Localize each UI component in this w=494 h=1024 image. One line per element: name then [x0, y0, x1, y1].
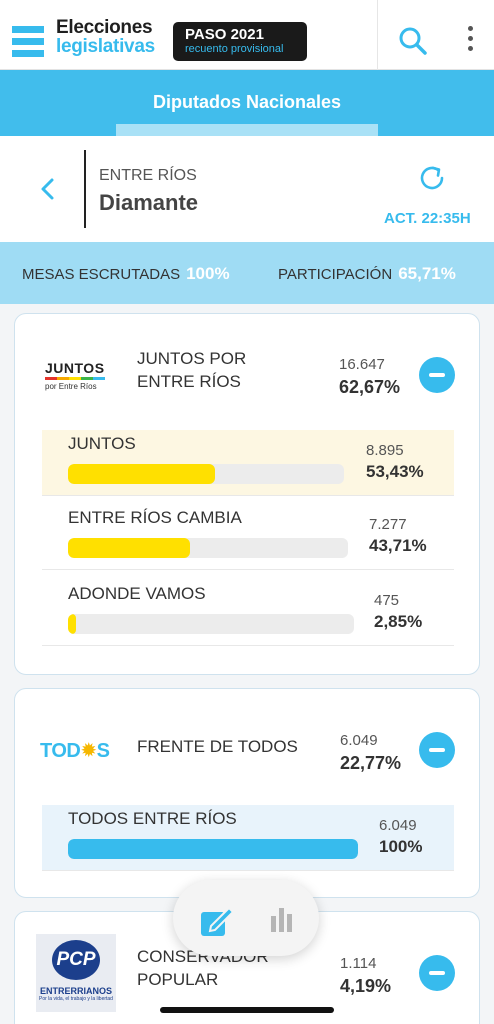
mesas-stat: MESAS ESCRUTADAS 100% [22, 264, 230, 284]
participacion-stat: PARTICIPACIÓN 65,71% [278, 264, 456, 284]
category-bar: Diputados Nacionales [0, 70, 494, 136]
list-name: ADONDE VAMOS [68, 584, 206, 603]
party-name: FRENTE DE TODOS [137, 735, 298, 758]
logo-tagline: Por la vida, el trabajo y la libertad [39, 996, 113, 1002]
location-panel: ENTRE RÍOS Diamante ACT. 22:35H [0, 136, 494, 242]
logo-text: PCP [52, 940, 100, 980]
brand-line1: Elecciones [56, 17, 153, 38]
party-logo-pcp: PCP ENTRERRIANOS Por la vida, el trabajo… [36, 934, 116, 1012]
badge-subtitle: recuento provisional [185, 43, 284, 55]
stats-bar: MESAS ESCRUTADAS 100% PARTICIPACIÓN 65,71% [0, 242, 494, 304]
list-progress-fill [68, 538, 191, 558]
party-pct: 22,77% [340, 753, 402, 773]
refresh-icon[interactable] [416, 162, 448, 194]
province-name: ENTRE RÍOS [99, 167, 197, 184]
participacion-label: PARTICIPACIÓN [278, 266, 393, 283]
list-pct: 100% [379, 837, 423, 856]
top-bar: Elecciones legislativas PASO 2021 recuen… [0, 0, 494, 70]
tab-underline [116, 124, 378, 136]
party-logo-juntos: JUNTOS por Entre Ríos [45, 360, 111, 391]
home-indicator [160, 1007, 334, 1013]
flag-logo-icon [12, 26, 44, 57]
department-name: Diamante [99, 190, 199, 215]
list-pct: 2,85% [374, 612, 423, 631]
party-card-todos: TOD✹S FRENTE DE TODOS 6.049 22,77% TODOS… [14, 688, 480, 898]
list-progress-fill [68, 614, 77, 634]
list-votes: 8.895 [366, 442, 404, 459]
kebab-menu-icon[interactable] [462, 26, 478, 56]
party-card-juntos: JUNTOS por Entre Ríos JUNTOS POR ENTRE R… [14, 313, 480, 675]
party-pct: 4,19% [340, 976, 392, 996]
party-pct: 62,67% [339, 377, 401, 397]
logo-text-a: TOD [40, 740, 81, 762]
party-votes: 6.049 [340, 732, 378, 749]
list-item: TODOS ENTRE RÍOS 6.049 100% [42, 805, 454, 871]
brand-logo[interactable]: Elecciones legislativas [56, 18, 155, 56]
list-pct: 53,43% [366, 462, 424, 481]
bar-chart-icon[interactable] [269, 904, 295, 934]
party-logo-todos: TOD✹S [40, 738, 110, 763]
logo-subtext: ENTRERRIANOS [39, 986, 112, 996]
list-progress-track [68, 839, 358, 859]
party-name-line1: FRENTE DE TODOS [137, 737, 298, 756]
list-item: ENTRE RÍOS CAMBIA 7.277 43,71% [42, 504, 454, 570]
minus-circle-icon[interactable] [419, 955, 455, 991]
mesas-value: 100% [186, 264, 230, 283]
edit-icon[interactable] [199, 902, 235, 938]
logo-text-b: S [96, 740, 110, 762]
list-progress-track [68, 538, 348, 558]
list-votes: 6.049 [379, 817, 417, 834]
participacion-value: 65,71% [398, 264, 456, 283]
list-votes: 475 [374, 592, 400, 609]
list-progress-fill [68, 839, 358, 859]
floating-action-bar [173, 880, 319, 956]
party-name-line1: JUNTOS POR [137, 349, 247, 368]
list-name: JUNTOS [68, 434, 136, 453]
category-tab-diputados[interactable]: Diputados Nacionales [152, 92, 342, 112]
logo-stripe [45, 377, 105, 380]
list-pct: 43,71% [369, 536, 427, 555]
badge-title: PASO 2021 [185, 26, 264, 43]
header-divider [377, 0, 378, 70]
logo-subtext: por Entre Ríos [45, 382, 97, 391]
list-name: TODOS ENTRE RÍOS [68, 809, 237, 828]
list-item: JUNTOS 8.895 53,43% [42, 430, 454, 496]
list-progress-track [68, 614, 354, 634]
last-update: ACT. 22:35H [384, 210, 471, 227]
list-progress-track [68, 464, 344, 484]
list-progress-fill [68, 464, 216, 484]
mesas-label: MESAS ESCRUTADAS [22, 266, 181, 283]
paso-badge: PASO 2021 recuento provisional [173, 22, 307, 61]
party-name-line2: ENTRE RÍOS [137, 372, 241, 391]
list-votes: 7.277 [369, 516, 407, 533]
logo-text: JUNTOS [45, 360, 105, 376]
brand-line2: legislativas [56, 36, 155, 57]
search-icon[interactable] [398, 26, 428, 56]
minus-circle-icon[interactable] [419, 357, 455, 393]
minus-circle-icon[interactable] [419, 732, 455, 768]
list-name: ENTRE RÍOS CAMBIA [68, 508, 242, 527]
list-item: ADONDE VAMOS 475 2,85% [42, 580, 454, 646]
party-votes: 16.647 [339, 356, 385, 373]
location-divider [84, 150, 86, 228]
sun-icon: ✹ [80, 740, 97, 762]
chevron-left-icon[interactable] [36, 174, 60, 204]
party-votes: 1.114 [340, 955, 377, 972]
party-name: JUNTOS POR ENTRE RÍOS [137, 347, 246, 393]
party-name-line2: POPULAR [137, 970, 219, 989]
